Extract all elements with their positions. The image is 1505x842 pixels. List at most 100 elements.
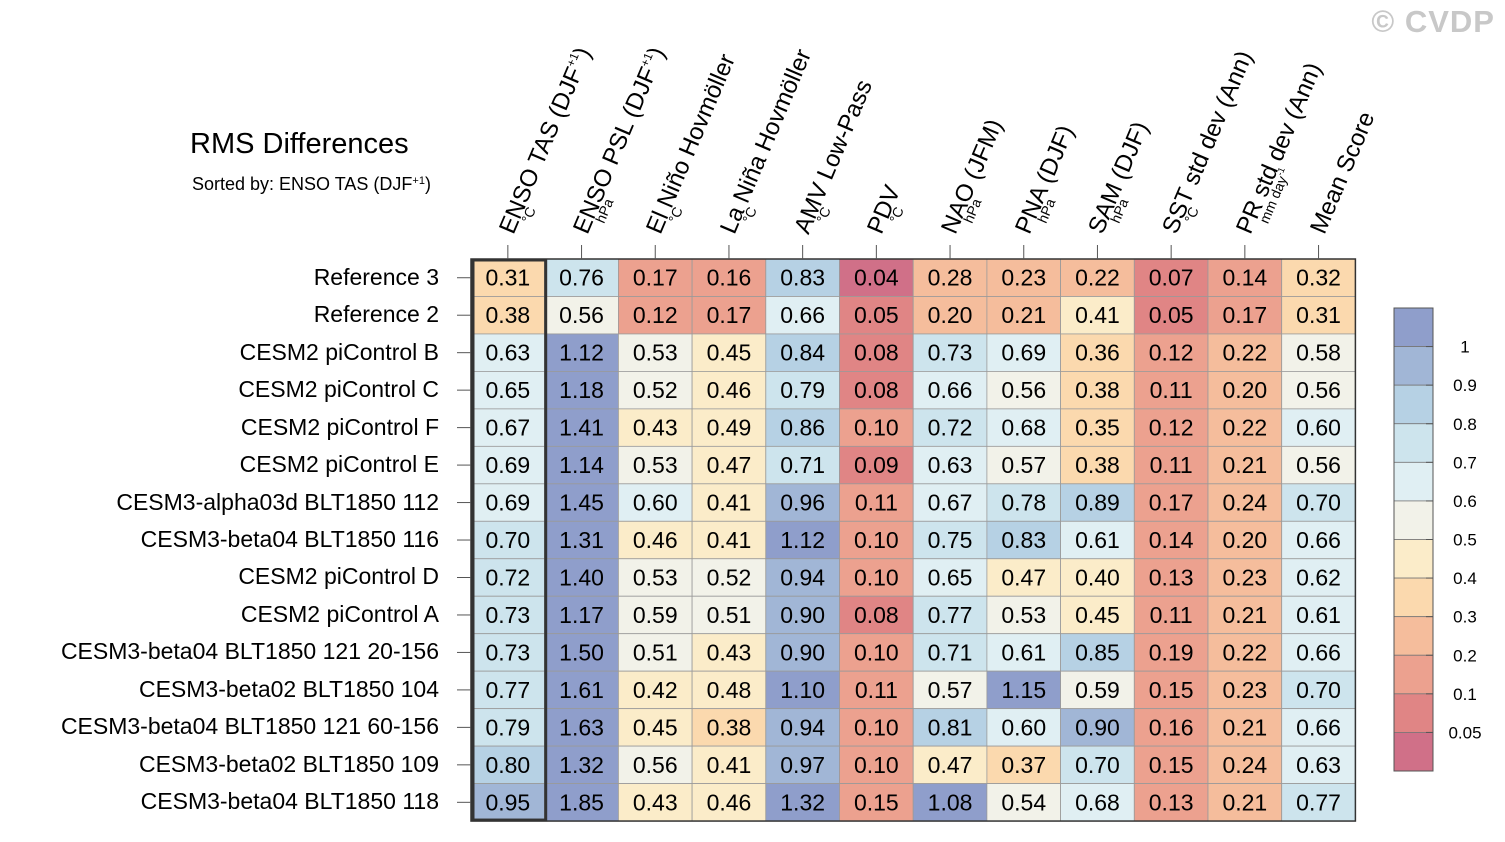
cell-value: 0.57 [1001, 452, 1046, 478]
cell-value: 0.38 [707, 714, 752, 740]
heatmap-cell [1207, 445, 1283, 485]
cell-value: 0.11 [1150, 452, 1193, 478]
colorbar-bin [1393, 461, 1434, 502]
cell-value: 0.70 [1075, 752, 1120, 778]
cell-value: 0.43 [707, 639, 752, 665]
heatmap-cell [839, 483, 914, 522]
heatmap-cell [1060, 371, 1135, 410]
heatmap-cell [691, 783, 767, 822]
cell-value: 0.63 [485, 340, 530, 366]
colorbar-label: 0.3 [1453, 608, 1477, 627]
cell-value: 0.23 [1222, 677, 1267, 703]
cell-value: 0.21 [1222, 714, 1267, 740]
cell-value: 1.63 [559, 714, 604, 740]
colorbar-bin [1393, 693, 1434, 733]
cell-value: 0.22 [1222, 415, 1267, 441]
cell-value: 1.17 [559, 602, 604, 628]
cell-value: 0.04 [854, 265, 899, 291]
heatmap-cell [986, 783, 1062, 822]
heatmap-cell [1207, 595, 1283, 635]
cell-value: 1.12 [559, 340, 604, 366]
heatmap-cell [544, 670, 619, 710]
cell-value: 0.21 [1222, 789, 1267, 815]
cell-value: 0.78 [1001, 490, 1046, 516]
heatmap-cell [765, 558, 840, 597]
heatmap-cell [1133, 595, 1209, 635]
cell-value: 1.45 [559, 490, 604, 516]
heatmap-cell [1133, 520, 1209, 560]
colorbar-bin [1393, 307, 1434, 347]
row-label: CESM3-alpha03d BLT1850 112 [116, 488, 439, 515]
heatmap-cell [691, 483, 767, 522]
cell-value: 0.10 [854, 714, 899, 740]
cell-value: 0.17 [1149, 490, 1194, 516]
cell-value: 0.66 [1296, 714, 1341, 740]
heatmap-cell [1133, 333, 1209, 372]
cell-value: 0.08 [854, 602, 899, 628]
heatmap-cell [839, 783, 914, 822]
heatmap-cell [765, 333, 840, 372]
cell-value: 0.94 [780, 714, 825, 740]
cell-value: 0.94 [780, 564, 825, 590]
cell-value: 0.95 [485, 789, 530, 815]
cell-value: 0.56 [559, 302, 604, 328]
heatmap-cell [912, 408, 988, 447]
cell-value: 0.61 [1075, 527, 1120, 553]
heatmap-cell [765, 371, 840, 410]
cell-value: 0.70 [485, 527, 530, 553]
cell-value: 0.16 [1149, 714, 1194, 740]
heatmap-cell [1060, 745, 1135, 784]
cell-value: 0.37 [1001, 752, 1046, 778]
heatmap-cell [1207, 670, 1283, 710]
cell-value: 0.53 [633, 452, 678, 478]
heatmap-cell [470, 296, 546, 335]
cell-value: 0.43 [633, 789, 678, 815]
heatmap-cell [1133, 258, 1209, 297]
heatmap-cell [618, 708, 693, 747]
cell-value: 0.65 [485, 377, 530, 403]
cell-value: 0.24 [1222, 490, 1267, 516]
cell-value: 1.40 [559, 564, 604, 590]
cell-value: 0.38 [1075, 452, 1120, 478]
heatmap-cell [544, 296, 619, 335]
heatmap-cell [839, 371, 914, 410]
row-label: CESM2 piControl D [238, 563, 439, 590]
cell-value: 0.77 [485, 677, 530, 703]
cell-value: 0.73 [485, 602, 530, 628]
cell-value: 0.56 [1296, 377, 1341, 403]
heatmap-cell [1207, 296, 1283, 335]
cell-value: 0.10 [854, 752, 899, 778]
heatmap-cell [986, 371, 1062, 410]
cell-value: 0.24 [1222, 752, 1267, 778]
heatmap-cell [1060, 558, 1135, 597]
colorbar-bin [1393, 384, 1434, 425]
cell-value: 0.21 [1222, 452, 1267, 478]
colorbar-bin [1393, 539, 1434, 579]
cell-value: 0.52 [707, 564, 752, 590]
heatmap-cell [1133, 408, 1209, 447]
cell-value: 0.57 [928, 677, 973, 703]
cell-value: 0.22 [1075, 265, 1120, 291]
cell-value: 0.10 [854, 564, 899, 590]
heatmap-cell [691, 745, 767, 784]
heatmap-cell [1281, 520, 1356, 560]
heatmap-cell [839, 558, 914, 597]
heatmap-cell [470, 708, 546, 747]
heatmap-cell [986, 745, 1062, 784]
heatmap-cell [691, 670, 767, 710]
colorbar-bin [1393, 654, 1434, 695]
subtitle-close: ) [424, 174, 431, 194]
cell-value: 0.77 [1296, 789, 1341, 815]
cell-value: 0.15 [854, 789, 899, 815]
cell-value: 0.20 [1222, 377, 1267, 403]
cell-value: 0.11 [855, 677, 898, 703]
cell-value: 0.69 [485, 452, 530, 478]
cell-value: 0.28 [928, 265, 973, 291]
cell-value: 0.72 [485, 564, 530, 590]
cell-value: 0.22 [1222, 340, 1267, 366]
row-label: CESM3-beta04 BLT1850 121 60-156 [60, 713, 439, 740]
cell-value: 0.47 [1001, 564, 1046, 590]
colorbar-bin [1393, 616, 1434, 656]
cell-value: 0.52 [633, 377, 678, 403]
heatmap-cell [839, 408, 914, 447]
